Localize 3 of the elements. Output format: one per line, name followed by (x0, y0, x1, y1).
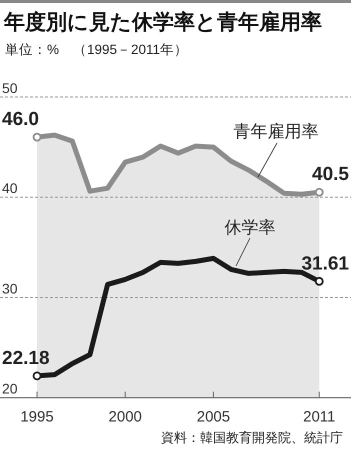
subtitle: 単位：% （1995－2011年） (5, 42, 188, 57)
title: 年度別に見た休学率と青年雇用率 (4, 11, 322, 34)
annotation: 資料：韓国教育開発院、統計庁 (161, 430, 343, 445)
